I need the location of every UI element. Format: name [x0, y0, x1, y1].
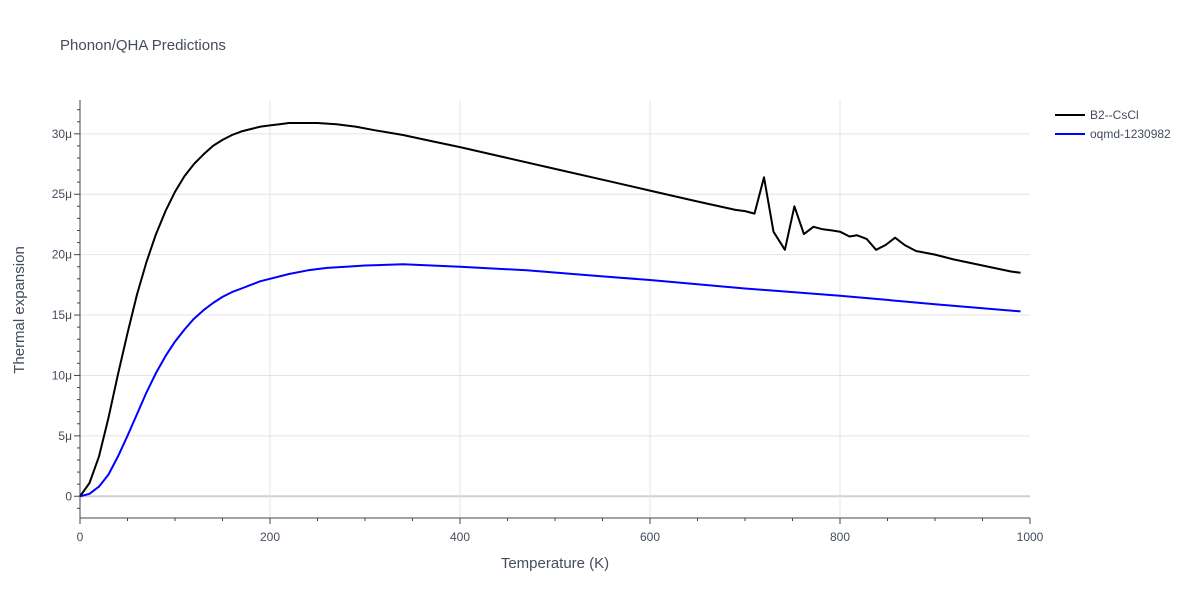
- legend-entry: oqmd-1230982: [1090, 127, 1171, 141]
- x-tick-label: 400: [450, 530, 470, 544]
- y-axis-title: Thermal expansion: [11, 246, 28, 374]
- x-tick-label: 600: [640, 530, 660, 544]
- chart-title: Phonon/QHA Predictions: [60, 37, 226, 54]
- x-tick-label: 0: [77, 530, 84, 544]
- y-tick-label: 15μ: [52, 308, 72, 322]
- plot-area: [79, 122, 1021, 498]
- grid: [80, 100, 1030, 518]
- axes: [74, 100, 1031, 524]
- y-tick-label: 10μ: [52, 368, 72, 382]
- tick-labels: 0 5μ 10μ 15μ 20μ 25μ 30μ 0 200 400 600 800 1000: [52, 127, 1044, 544]
- legend: B2--CsCl oqmd-1230982: [1055, 108, 1171, 141]
- y-tick-label: 20μ: [52, 248, 72, 262]
- y-tick-label: 30μ: [52, 127, 72, 141]
- y-tick-label: 5μ: [58, 429, 72, 443]
- y-tick-label: 0: [65, 489, 72, 503]
- x-tick-label: 200: [260, 530, 280, 544]
- series-line-2: [79, 263, 1021, 498]
- x-axis-title: Temperature (K): [501, 555, 609, 572]
- x-tick-label: 1000: [1017, 530, 1044, 544]
- legend-entry: B2--CsCl: [1090, 108, 1139, 122]
- series-line-1: [79, 122, 1021, 497]
- y-tick-label: 25μ: [52, 187, 72, 201]
- x-tick-label: 800: [830, 530, 850, 544]
